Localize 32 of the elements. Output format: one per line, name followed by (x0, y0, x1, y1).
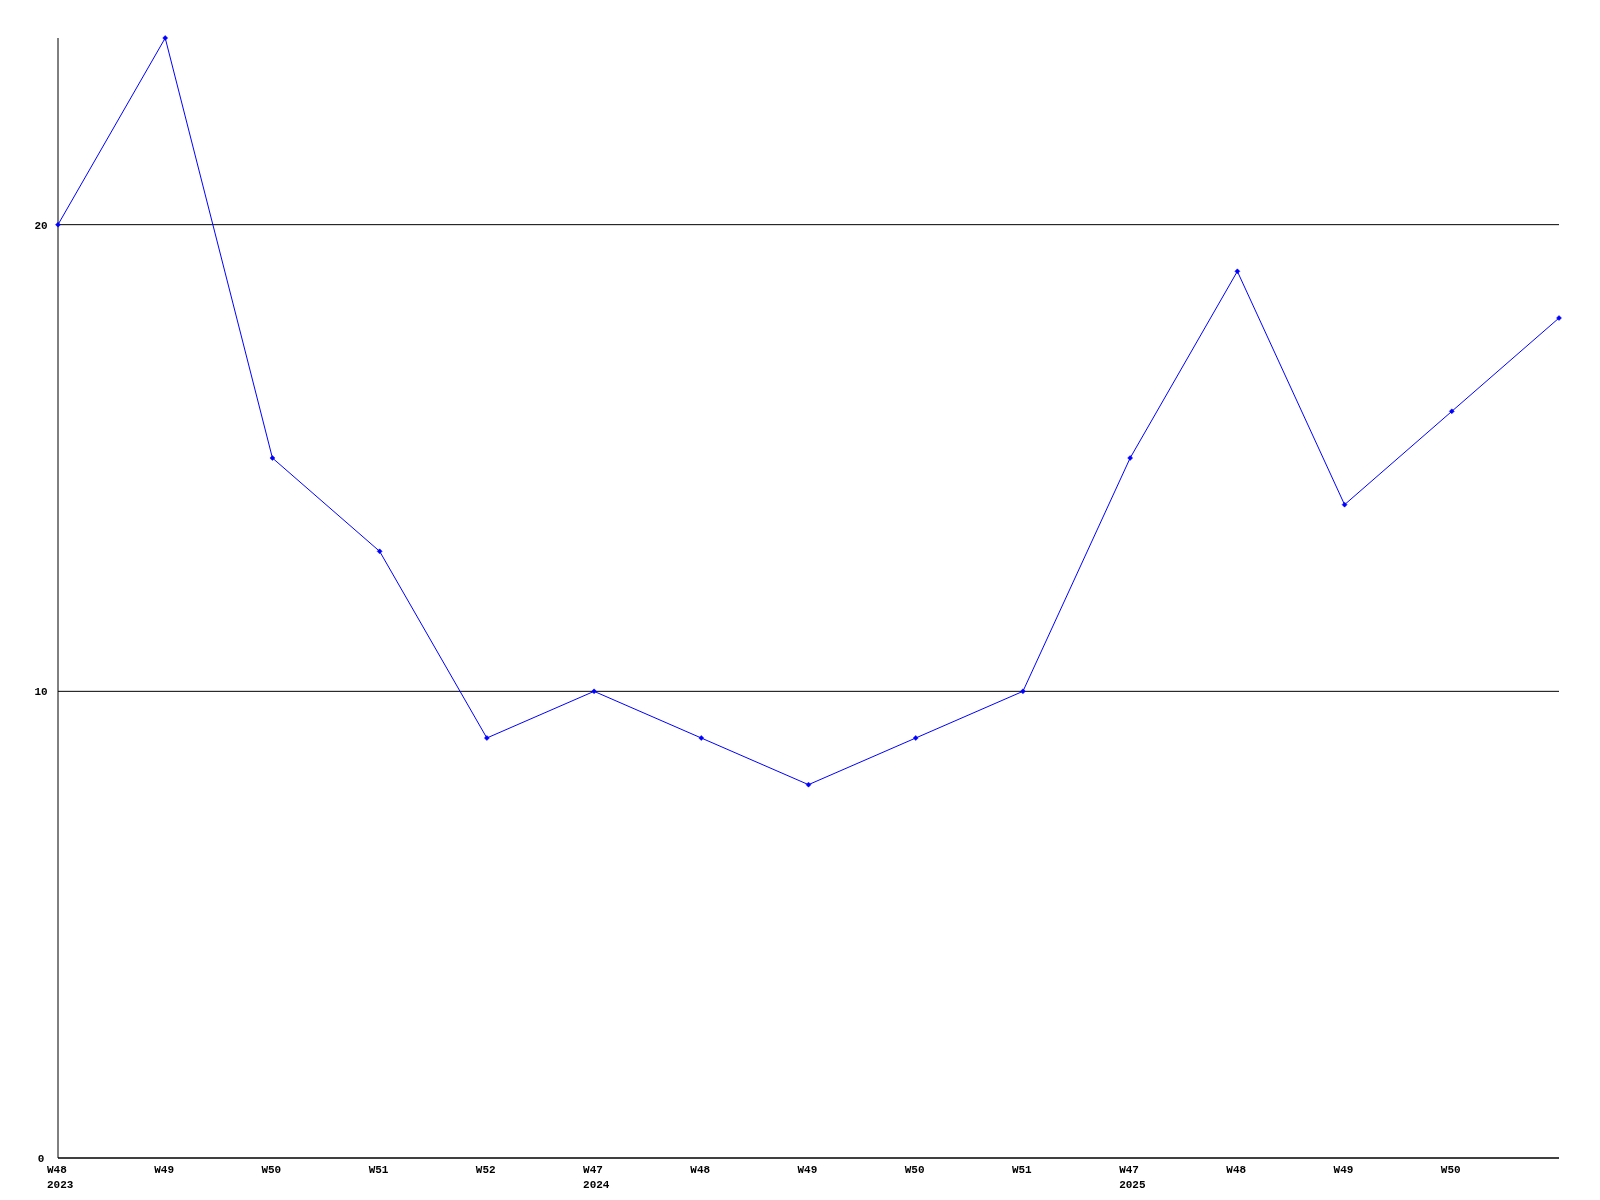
point (1020, 688, 1026, 695)
point (376, 548, 383, 555)
y-tick-label: 10 (34, 686, 48, 699)
x-tick-label: W50 (904, 1164, 925, 1176)
x-tick-label: W49 (154, 1164, 175, 1176)
point (912, 735, 919, 741)
point (591, 688, 597, 695)
x-tick-label: W51 (368, 1164, 389, 1176)
point (1234, 268, 1241, 275)
x-tick-label: W50 (1440, 1164, 1461, 1176)
point (269, 455, 276, 461)
y-tick-label: 0 (37, 1152, 45, 1165)
x-tick-label: W49 (797, 1164, 818, 1176)
point (1449, 408, 1455, 415)
x-tick-label: W52 (475, 1164, 496, 1176)
point (55, 221, 61, 228)
point (484, 735, 490, 741)
point (162, 35, 168, 41)
x-tick-label: W49 (1333, 1164, 1354, 1176)
x-tick-label: W50 (261, 1164, 282, 1176)
point (698, 735, 705, 741)
point (1127, 455, 1133, 461)
point (1556, 315, 1562, 321)
x-tick-label: W48 (1226, 1164, 1247, 1176)
x-tick-label: W47 2025 (1119, 1164, 1146, 1191)
x-tick-label: W48 2023 (47, 1164, 74, 1191)
x-tick-label: W48 (690, 1164, 711, 1176)
point (1341, 501, 1348, 508)
y-tick-label: 20 (34, 219, 48, 232)
point (805, 781, 812, 788)
x-tick-label: W51 (1011, 1164, 1033, 1176)
x-tick-label: W47 2024 (583, 1164, 610, 1191)
